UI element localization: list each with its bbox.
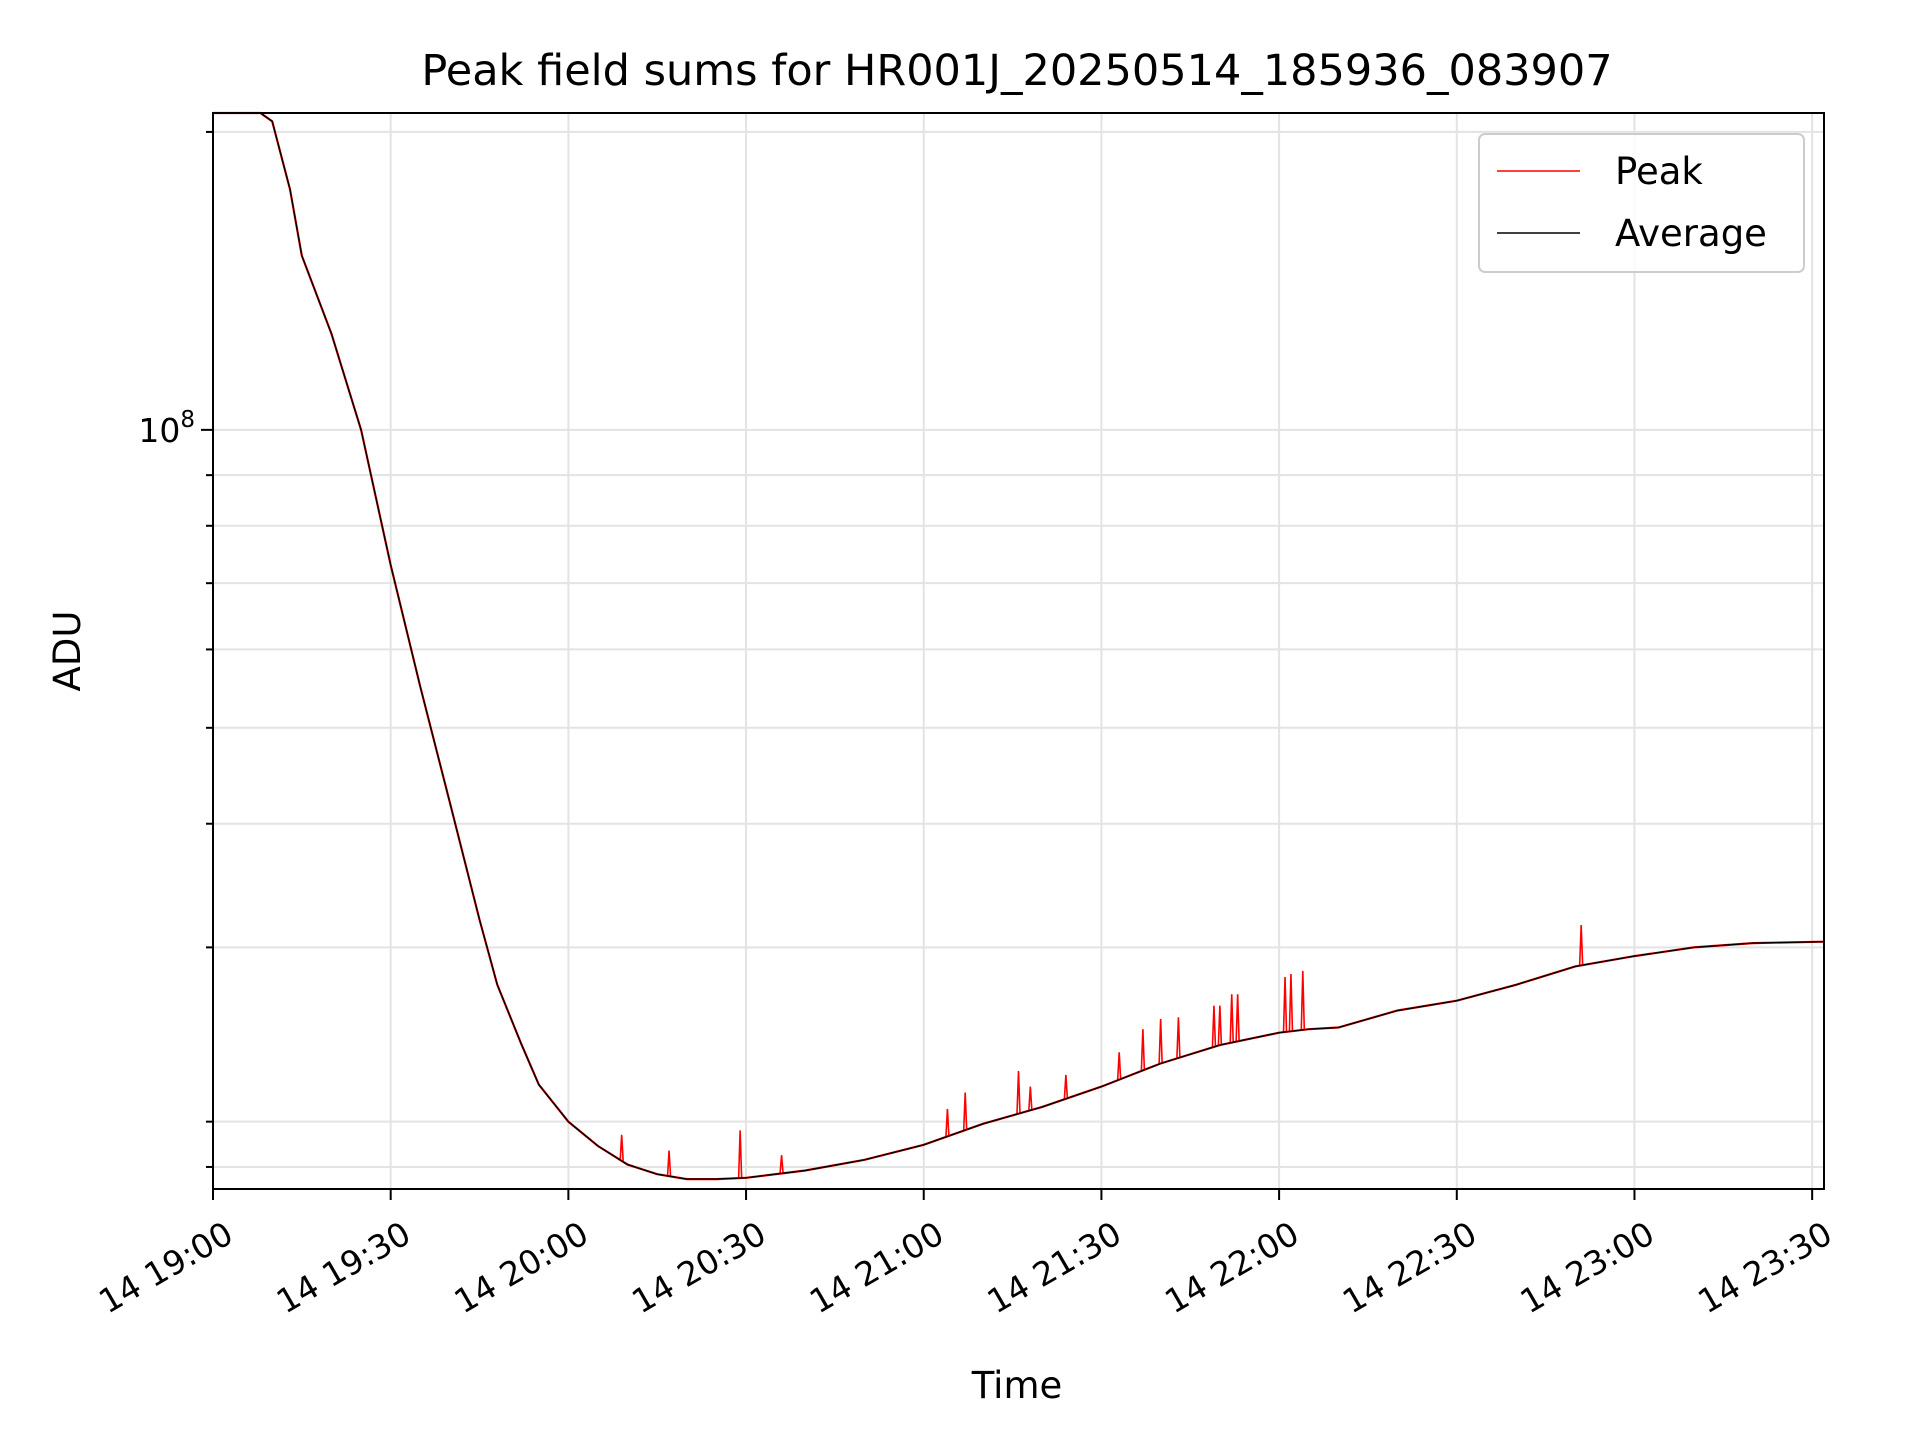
peak-spike-17 xyxy=(1282,977,1288,1033)
peak-spike-16 xyxy=(1235,994,1240,1042)
peak-spike-10 xyxy=(1140,1029,1146,1071)
series-average-line xyxy=(213,112,1825,1180)
peak-spike-1 xyxy=(666,1150,672,1177)
peak-spike-7 xyxy=(1028,1086,1033,1111)
x-tick-label-4: 14 21:00 xyxy=(803,1214,950,1322)
peak-spike-15 xyxy=(1229,994,1235,1043)
y-tick-label-0: 108 xyxy=(138,407,195,450)
x-tick-label-0: 14 19:00 xyxy=(92,1214,239,1322)
plot-frame xyxy=(212,112,1825,1190)
y-axis: 108 xyxy=(138,130,213,1168)
y-axis-label: ADU xyxy=(46,611,89,692)
x-tick-label-2: 14 20:00 xyxy=(447,1214,594,1322)
grid xyxy=(212,113,1824,1189)
peak-spike-18 xyxy=(1288,973,1294,1032)
x-tick-label-9: 14 23:30 xyxy=(1691,1214,1838,1322)
peak-spike-3 xyxy=(779,1155,784,1174)
peak-spike-20 xyxy=(1578,925,1584,966)
peak-spike-4 xyxy=(945,1108,950,1137)
x-tick-label-1: 14 19:30 xyxy=(270,1214,417,1322)
peak-spike-8 xyxy=(1063,1074,1069,1099)
peak-spike-0 xyxy=(619,1134,624,1161)
x-tick-label-7: 14 22:30 xyxy=(1336,1214,1483,1322)
legend-label-average: Average xyxy=(1615,212,1767,255)
x-tick-label-6: 14 22:00 xyxy=(1158,1214,1305,1322)
x-axis-label: Time xyxy=(971,1364,1063,1407)
peak-spike-6 xyxy=(1016,1071,1021,1114)
legend-label-peak: Peak xyxy=(1615,150,1703,193)
series-layer xyxy=(213,111,1825,1181)
peak-spike-12 xyxy=(1176,1017,1181,1058)
peak-spike-9 xyxy=(1116,1052,1122,1080)
x-tick-label-8: 14 23:00 xyxy=(1514,1214,1661,1322)
peak-spike-13 xyxy=(1211,1005,1217,1047)
chart-title: Peak field sums for HR001J_20250514_1859… xyxy=(421,46,1612,96)
legend-box xyxy=(1478,133,1805,273)
y-tick-label-exponent: 8 xyxy=(180,407,195,433)
peak-spike-5 xyxy=(962,1092,968,1131)
peak-spike-11 xyxy=(1158,1018,1163,1064)
peak-spike-14 xyxy=(1217,1005,1223,1046)
x-tick-label-5: 14 21:30 xyxy=(980,1214,1127,1322)
x-tick-label-3: 14 20:30 xyxy=(625,1214,772,1322)
peak-spike-19 xyxy=(1300,970,1306,1030)
x-axis: 14 19:00 14 19:30 14 20:00 14 20:30 14 21:00… xyxy=(92,1189,1839,1322)
legend: Peak Average xyxy=(1478,133,1805,273)
y-tick-label-base: 10 xyxy=(138,411,180,450)
peak-spike-2 xyxy=(737,1130,743,1179)
